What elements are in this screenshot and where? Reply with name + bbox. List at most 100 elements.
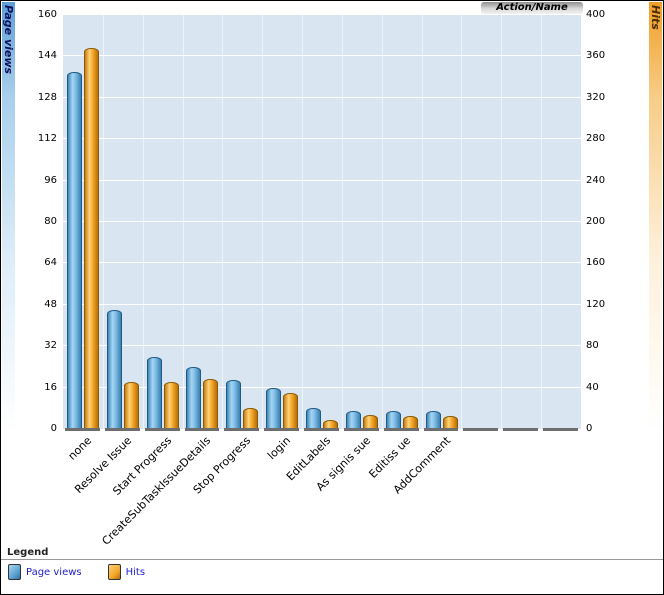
axis-segment [503,428,539,431]
bar-page-views[interactable] [385,410,401,429]
bar-hits[interactable] [123,382,139,429]
axis-segment [184,428,220,431]
bar-page-views[interactable] [186,366,202,429]
bar-hits[interactable] [362,414,378,429]
axis-segment [104,428,140,431]
right-axis-tick-label: 320 [586,91,606,103]
v-gridline [501,15,503,429]
v-gridline [341,15,343,429]
left-axis-tick-label: 0 [50,423,57,434]
axis-segment [543,428,578,431]
category-label: CreateSubTaskIssueDetails [99,434,214,548]
left-axis-tick-label: 112 [37,133,57,145]
category-label: EditLabels [283,434,334,484]
v-gridline [381,15,383,429]
h-gridline [63,96,581,98]
bar-hits[interactable] [323,419,338,429]
v-gridline [262,15,264,429]
axis-segment [304,428,339,431]
right-axis-tick-label: 280 [586,133,606,145]
legend-title: Legend [7,547,49,558]
v-gridline [541,15,543,429]
right-axis-strip: Hits [649,2,662,433]
right-axis-tick-label: 40 [586,381,599,393]
legend-label-hits[interactable]: Hits [125,567,146,578]
h-gridline [63,179,581,181]
left-axis-tick-label: 128 [37,91,57,103]
v-gridline [142,15,144,429]
h-gridline [63,262,581,264]
v-gridline [461,15,463,429]
left-axis-tick-label: 32 [44,340,57,352]
category-label: Stop Progress [190,434,254,497]
left-axis-tick-label: 144 [37,50,57,62]
category-label: Resolve Issue [71,434,134,496]
bar-page-views[interactable] [106,309,122,429]
left-axis-tick-label: 160 [37,9,57,20]
left-axis-strip: Page views [2,2,15,433]
left-axis-tick-label: 96 [44,174,57,186]
axis-segment [463,428,499,431]
right-axis-tick-label: 80 [586,340,599,352]
right-axis-tick-label: 120 [586,298,606,310]
bar-hits[interactable] [442,415,458,429]
category-label: none [65,434,95,463]
category-label: Start Progress [109,434,174,498]
legend-divider [1,559,663,560]
axis-segment [264,428,300,431]
right-axis-tick-label: 0 [586,423,593,434]
bar-hits[interactable] [163,382,179,429]
bar-page-views[interactable] [266,387,282,429]
left-axis-tick-label: 16 [44,381,57,393]
legend-swatch-page-views [8,564,21,580]
bar-hits[interactable] [243,408,259,429]
axis-segment [343,428,379,431]
bar-hits[interactable] [203,379,219,429]
v-gridline [302,15,304,429]
axis-segment [224,428,260,431]
legend-item: Hits [107,564,146,580]
v-gridline [421,15,423,429]
axis-segment [144,428,180,431]
h-gridline [63,303,581,305]
h-gridline [63,14,581,15]
legend: Page views Hits [8,564,145,580]
axis-segment [423,428,459,431]
v-gridline [182,15,184,429]
h-gridline [63,138,581,140]
bar-page-views[interactable] [66,71,82,429]
plot-area [63,14,581,431]
v-gridline [222,15,224,429]
axis-segment [383,428,419,431]
right-axis-tick-label: 400 [586,9,606,20]
h-gridline [63,345,581,347]
v-gridline [102,15,104,429]
axis-segment [65,428,100,431]
right-axis-tick-label: 240 [586,174,606,186]
right-axis-tick-label: 160 [586,257,606,269]
category-label: login [265,434,294,463]
bar-hits[interactable] [283,392,299,429]
right-axis-title: Hits [649,5,662,30]
legend-label-page-views[interactable]: Page views [26,567,82,578]
category-label: As signis sue [313,434,374,494]
bar-hits[interactable] [402,415,418,429]
h-gridline [63,221,581,222]
bar-hits[interactable] [83,48,99,429]
legend-swatch-hits [107,564,121,580]
bar-page-views[interactable] [226,379,242,429]
bar-page-views[interactable] [306,408,321,429]
bar-page-views[interactable] [425,410,441,429]
left-axis-tick-label: 64 [44,257,57,269]
right-axis-tick-label: 360 [586,50,606,62]
bar-page-views[interactable] [146,356,162,429]
bar-page-views[interactable] [345,410,361,429]
right-axis-tick-label: 200 [586,216,606,227]
h-gridline [63,386,581,388]
left-axis-title: Page views [2,5,15,75]
left-axis-tick-label: 48 [44,298,57,310]
h-gridline [63,55,581,57]
left-axis-tick-label: 80 [44,216,57,227]
legend-item: Page views [8,564,82,580]
